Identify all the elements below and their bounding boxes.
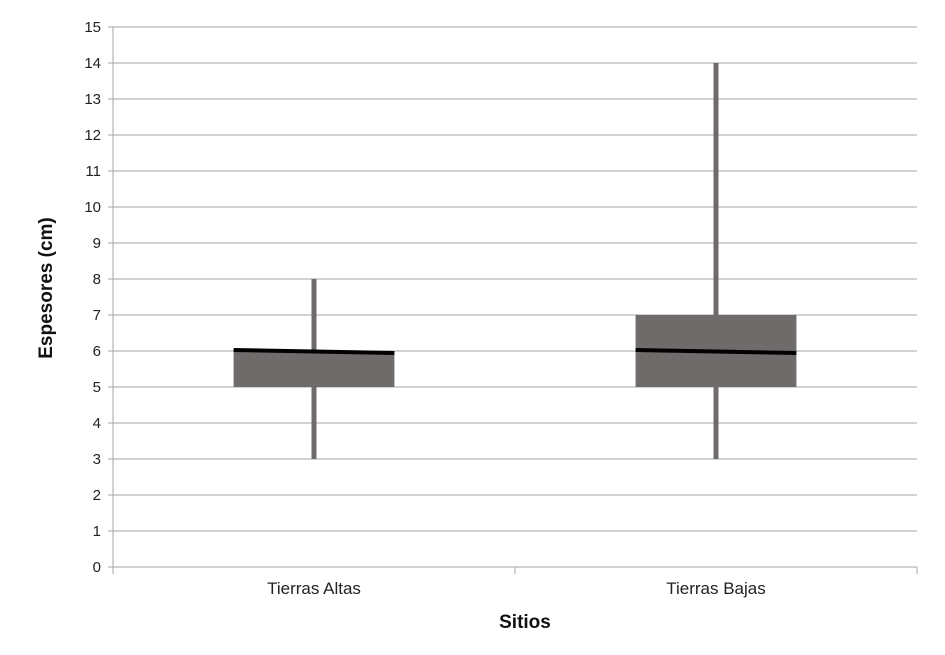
y-tick-label: 6 xyxy=(93,343,101,360)
y-tick-label: 2 xyxy=(93,487,101,504)
y-tick-label: 7 xyxy=(93,307,101,324)
gridlines xyxy=(113,26,917,532)
y-tick-label: 10 xyxy=(84,199,101,216)
y-tick-label: 9 xyxy=(93,235,101,252)
x-tick-label: Tierras Altas xyxy=(267,579,361,598)
box-group xyxy=(635,63,797,459)
iqr-box xyxy=(233,351,395,387)
x-tick-labels: Tierras Altas Tierras Bajas xyxy=(267,579,766,598)
y-tick-label: 11 xyxy=(85,163,101,180)
y-tick-label: 14 xyxy=(84,55,101,72)
y-tick-label: 4 xyxy=(93,415,101,432)
y-tick-label: 12 xyxy=(84,127,101,144)
y-tick-label: 5 xyxy=(93,379,101,396)
y-tick-label: 13 xyxy=(84,91,101,108)
axes xyxy=(108,26,918,574)
median-line xyxy=(233,348,395,355)
y-tick-label: 8 xyxy=(93,271,101,288)
x-axis-title: Sitios xyxy=(499,612,551,633)
median-line xyxy=(635,348,797,355)
y-tick-label: 1 xyxy=(93,523,101,540)
y-tick-label: 3 xyxy=(93,451,101,468)
box-group xyxy=(233,279,395,459)
x-tick-label: Tierras Bajas xyxy=(666,579,766,598)
boxes xyxy=(233,63,797,459)
y-axis-title: Espesores (cm) xyxy=(36,217,57,359)
y-tick-label: 0 xyxy=(93,559,101,576)
y-tick-label: 15 xyxy=(84,19,101,36)
